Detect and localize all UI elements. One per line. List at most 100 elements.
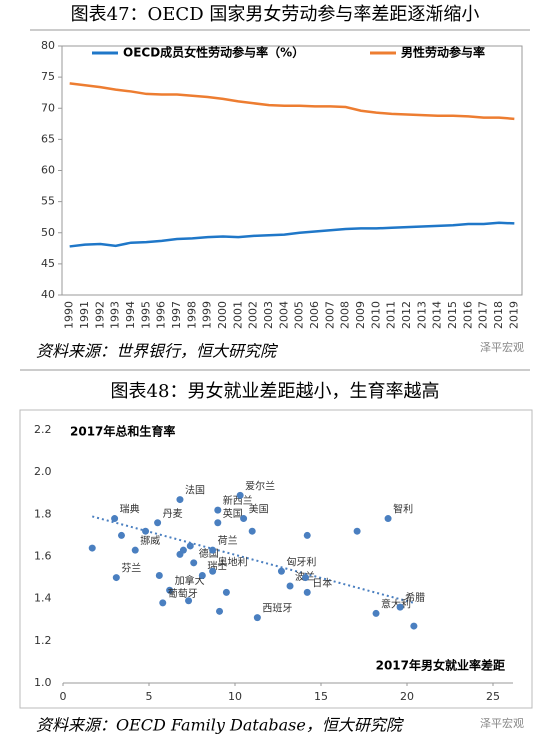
x-tick-label: 1995 bbox=[139, 301, 152, 329]
point bbox=[396, 603, 404, 611]
point-label: 加拿大 bbox=[175, 574, 205, 587]
x-tick-label: 15 bbox=[314, 690, 328, 703]
point bbox=[277, 567, 285, 575]
y-tick-label: 45 bbox=[41, 257, 55, 270]
y-tick-label: 1.6 bbox=[34, 550, 52, 563]
x-tick-label: 1993 bbox=[109, 301, 122, 329]
point-label: 智利 bbox=[393, 503, 413, 516]
point bbox=[353, 527, 361, 535]
point-label: 西班牙 bbox=[262, 603, 292, 615]
point-label: 法国 bbox=[185, 484, 205, 497]
point-label: 瑞典 bbox=[120, 503, 140, 516]
y-tick-label: 2.2 bbox=[34, 423, 52, 436]
point-label: 匈牙利 bbox=[286, 555, 316, 568]
x-title: 2017年男女就业率差距 bbox=[376, 658, 505, 673]
x-tick-label: 2012 bbox=[400, 301, 413, 329]
point-label: 挪威 bbox=[140, 534, 160, 547]
point-label: 荷兰 bbox=[218, 534, 238, 547]
point bbox=[190, 559, 198, 567]
legend-label: 男性劳动参与率 bbox=[401, 45, 485, 60]
source: 资料来源：OECD Family Database，恒大研究院 bbox=[36, 716, 405, 735]
point bbox=[410, 622, 418, 630]
point bbox=[214, 506, 222, 514]
point-label: 葡萄牙 bbox=[168, 587, 198, 600]
y-tick-label: 50 bbox=[41, 226, 55, 239]
point bbox=[253, 614, 261, 622]
x-tick-label: 2006 bbox=[308, 301, 321, 329]
y-title: 2017年总和生育率 bbox=[70, 424, 175, 439]
series-line bbox=[69, 82, 515, 121]
point bbox=[214, 519, 222, 527]
point bbox=[286, 582, 294, 590]
point bbox=[372, 609, 380, 617]
x-tick-label: 2014 bbox=[431, 301, 444, 329]
x-tick-label: 2002 bbox=[247, 301, 260, 329]
x-tick-label: 2003 bbox=[262, 301, 275, 329]
source: 资料来源：世界银行，恒大研究院 bbox=[36, 342, 279, 361]
series-line bbox=[69, 221, 515, 248]
point bbox=[155, 571, 163, 579]
point bbox=[154, 519, 162, 527]
x-tick-label: 2016 bbox=[461, 301, 474, 329]
y-tick-label: 1.2 bbox=[34, 634, 52, 647]
x-tick-label: 1992 bbox=[93, 301, 106, 329]
y-tick-label: 1.8 bbox=[34, 507, 52, 520]
point-label: 美国 bbox=[249, 503, 269, 516]
x-tick-label: 5 bbox=[146, 690, 153, 703]
y-tick-label: 60 bbox=[41, 164, 55, 177]
y-tick-label: 1.0 bbox=[34, 676, 52, 689]
y-tick-label: 1.4 bbox=[34, 592, 52, 605]
x-tick-label: 2011 bbox=[385, 301, 398, 329]
x-tick-label: 2004 bbox=[277, 301, 290, 329]
figure-title: 图表47：OECD 国家男女劳动参与率差距逐渐缩小 bbox=[71, 4, 480, 25]
point bbox=[240, 515, 248, 523]
x-tick-label: 2019 bbox=[507, 301, 520, 329]
x-tick-label: 25 bbox=[486, 690, 500, 703]
point bbox=[209, 546, 217, 554]
x-tick-label: 2008 bbox=[339, 301, 352, 329]
point-label: 奥地利 bbox=[218, 555, 248, 568]
y-tick-label: 80 bbox=[41, 39, 55, 52]
x-tick-label: 1990 bbox=[63, 301, 76, 329]
x-tick-label: 2018 bbox=[492, 301, 505, 329]
x-tick-label: 0 bbox=[60, 690, 67, 703]
point bbox=[303, 531, 311, 539]
point-label: 芬兰 bbox=[121, 562, 141, 575]
y-tick-label: 2.0 bbox=[34, 465, 52, 478]
point-label: 英国 bbox=[223, 507, 243, 520]
x-tick-label: 1996 bbox=[155, 301, 168, 329]
point bbox=[209, 567, 217, 575]
point-label: 新西兰 bbox=[223, 494, 253, 507]
point-label: 丹麦 bbox=[163, 508, 183, 520]
x-tick-label: 2000 bbox=[216, 301, 229, 329]
y-tick-label: 65 bbox=[41, 132, 55, 145]
x-tick-label: 1997 bbox=[170, 301, 183, 329]
point bbox=[166, 586, 174, 594]
point bbox=[216, 607, 224, 615]
x-tick-label: 10 bbox=[228, 690, 242, 703]
point bbox=[384, 515, 392, 523]
point-label: 希腊 bbox=[405, 591, 425, 604]
watermark: 泽平宏观 bbox=[480, 340, 524, 354]
figure-title: 图表48：男女就业差距越小，生育率越高 bbox=[111, 381, 440, 402]
point-label: 日本 bbox=[312, 576, 332, 589]
point bbox=[117, 531, 125, 539]
point bbox=[185, 597, 193, 605]
point bbox=[222, 588, 230, 596]
point bbox=[88, 544, 96, 552]
x-tick-label: 2010 bbox=[369, 301, 382, 329]
watermark: 泽平宏观 bbox=[480, 716, 524, 730]
y-tick-label: 55 bbox=[41, 195, 55, 208]
point bbox=[159, 599, 167, 607]
point bbox=[198, 571, 206, 579]
x-tick-label: 2009 bbox=[354, 301, 367, 329]
point bbox=[302, 574, 310, 582]
point bbox=[186, 542, 194, 550]
x-tick-label: 1994 bbox=[124, 301, 137, 329]
x-tick-label: 1998 bbox=[185, 301, 198, 329]
point bbox=[236, 491, 244, 499]
x-tick-label: 2013 bbox=[415, 301, 428, 329]
y-tick-label: 75 bbox=[41, 70, 55, 83]
legend-label: OECD成员女性劳动参与率（%） bbox=[123, 45, 304, 60]
